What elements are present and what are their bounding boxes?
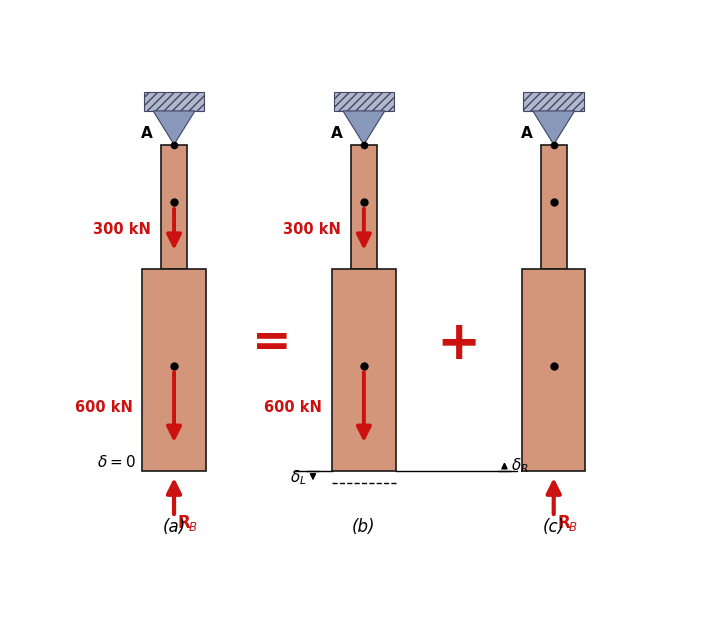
Bar: [161, 145, 187, 270]
Text: A: A: [521, 125, 532, 140]
Text: 600 kN: 600 kN: [264, 399, 322, 414]
Text: $\delta_R$: $\delta_R$: [511, 456, 529, 475]
Bar: [540, 145, 567, 270]
Polygon shape: [343, 111, 385, 145]
Polygon shape: [532, 111, 574, 145]
FancyBboxPatch shape: [523, 92, 584, 111]
Text: 300 kN: 300 kN: [93, 222, 151, 237]
Text: $\mathbf{R}_{\!B}$: $\mathbf{R}_{\!B}$: [557, 513, 577, 533]
Text: (c): (c): [542, 518, 564, 536]
Text: A: A: [332, 125, 343, 140]
Text: (a): (a): [163, 518, 185, 536]
Bar: [143, 270, 206, 471]
Text: $\mathbf{R}_{\!B}$: $\mathbf{R}_{\!B}$: [178, 513, 197, 533]
Bar: [522, 270, 585, 471]
FancyBboxPatch shape: [334, 92, 394, 111]
Polygon shape: [153, 111, 195, 145]
Bar: [332, 270, 395, 471]
Text: 600 kN: 600 kN: [75, 399, 133, 414]
Text: =: =: [251, 321, 291, 366]
Text: $\delta_L$: $\delta_L$: [290, 468, 307, 487]
Text: 300 kN: 300 kN: [283, 222, 341, 237]
Bar: [351, 145, 377, 270]
FancyBboxPatch shape: [143, 92, 204, 111]
Text: +: +: [437, 318, 481, 370]
Text: (b): (b): [352, 518, 376, 536]
Text: $\delta = 0$: $\delta = 0$: [97, 454, 136, 470]
Text: A: A: [141, 125, 153, 140]
